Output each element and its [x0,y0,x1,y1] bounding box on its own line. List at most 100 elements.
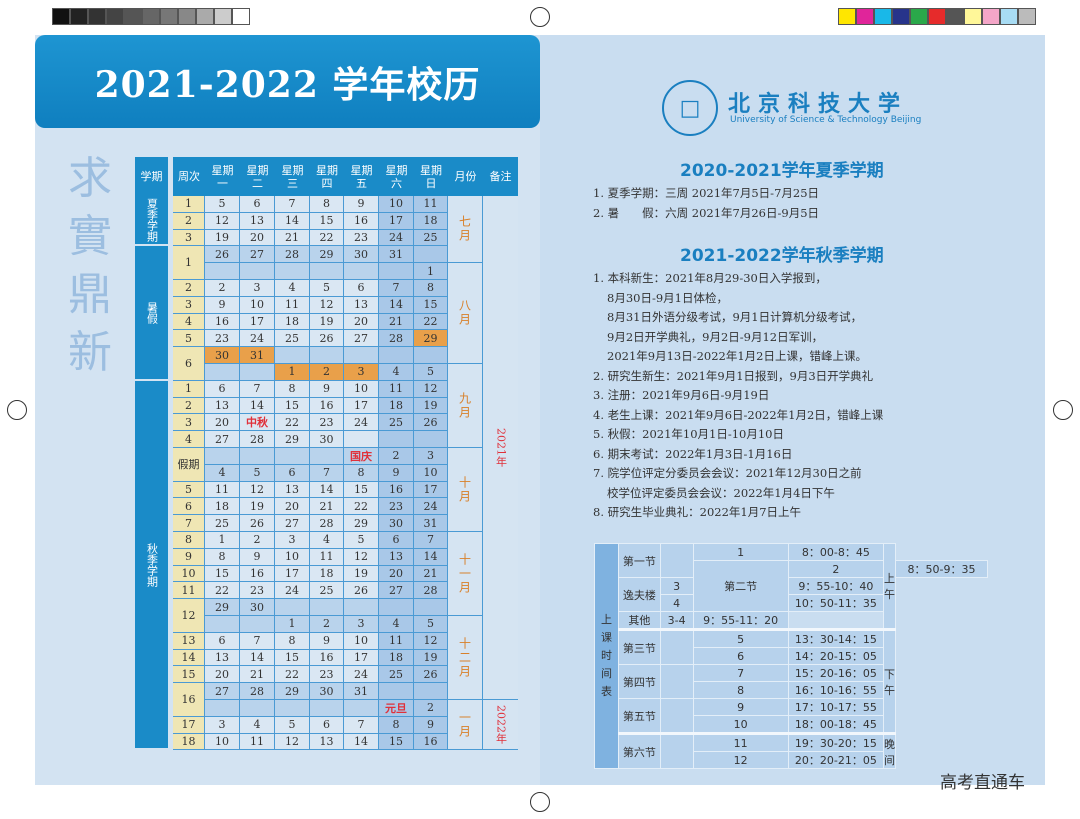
watermark: 高考直通车 [940,773,1025,793]
day-cell: 18 [275,313,310,331]
day-cell: 26 [205,246,240,264]
day-cell: 4 [310,532,344,549]
week-number: 5 [173,330,205,348]
day-cell: 8 [379,716,414,734]
day-cell [344,347,379,364]
day-cell: 13 [379,548,414,566]
day-cell [310,347,344,364]
day-cell [310,448,344,465]
day-cell: 6 [275,464,310,482]
day-cell: 5 [275,716,310,734]
university-logo-icon: □ [662,80,718,136]
day-cell [240,616,275,633]
day-part: 上午 [882,543,896,630]
day-cell [344,700,379,717]
header-month: 月份 [448,157,483,196]
day-cell: 20 [240,229,275,247]
day-cell: 9 [310,380,344,398]
week-number: 14 [173,649,205,667]
day-cell: 5 [414,364,448,381]
day-cell [240,700,275,717]
day-cell: 5 [310,280,344,297]
day-cell: 17 [344,649,379,667]
day-cell: 5 [205,196,240,213]
list-item: 8月31日外语分级考试，9月1日计算机分级考试， [607,310,863,324]
day-cell: 3 [275,532,310,549]
day-cell [275,700,310,717]
header-day: 星期 一 [205,157,240,196]
day-cell [310,599,344,616]
day-cell: 8 [414,280,448,297]
day-cell: 16 [310,649,344,667]
day-cell [275,448,310,465]
day-cell: 14 [310,481,344,499]
day-cell: 22 [414,313,448,331]
day-cell: 14 [275,212,310,230]
day-cell: 6 [205,380,240,398]
month-label: 一月 [448,700,483,751]
section-label: 第五节 [618,698,661,734]
period-number: 3 [659,577,694,595]
month-label: 十二月 [448,616,483,700]
day-cell: 7 [344,716,379,734]
day-cell: 7 [240,632,275,650]
day-cell: 9 [414,716,448,734]
class-schedule-table: 上 课 时 间 表第一节 1 8：00-8：45 上午 第二节 2 8：50-9：35 逸夫楼… [593,543,989,769]
day-cell: 31 [379,246,414,264]
period-time: 8：00-8：45 [787,543,884,561]
day-cell: 26 [240,515,275,532]
day-cell: 11 [379,380,414,398]
day-cell: 9 [310,632,344,650]
list-item: 9月2日开学典礼，9月2日-9月12日军训， [607,329,824,344]
building-label: 其他 [618,611,661,630]
day-cell: 25 [379,666,414,684]
week-number: 9 [173,548,205,566]
week-number: 13 [173,632,205,650]
period-time: 19：30-20：15 [787,732,884,752]
week-number: 2 [173,212,205,230]
day-cell: 1 [275,364,310,381]
period-time: 8：50-9：35 [894,560,989,578]
day-cell: 20 [379,565,414,583]
day-cell: 14 [414,548,448,566]
day-cell: 28 [310,515,344,532]
day-cell: 13 [275,481,310,499]
day-cell [205,263,240,280]
day-cell [240,448,275,465]
day-cell: 6 [310,716,344,734]
week-number: 18 [173,733,205,751]
day-cell: 8 [310,196,344,213]
day-cell: 6 [205,632,240,650]
day-cell [379,599,414,616]
color-bar [838,8,1036,29]
period-time: 17：10-17：55 [787,698,884,716]
period-time: 18：00-18：45 [787,715,884,734]
autumn-term-title: 2021-2022学年秋季学期 [680,246,884,266]
day-cell: 4 [379,364,414,381]
list-item: 6. 期末考试：2022年1月3日-1月16日 [593,446,793,461]
day-cell: 11 [275,296,310,314]
list-item: 3. 注册：2021年9月6日-9月19日 [593,388,770,402]
term-label: 暑假 [135,246,168,381]
day-cell: 6 [240,196,275,213]
day-part: 晚间 [882,732,896,769]
day-cell: 1 [205,532,240,549]
university-name-cn: 北京科技大学 [728,91,909,117]
day-cell: 23 [240,582,275,600]
day-cell: 13 [240,212,275,230]
day-cell: 8 [205,548,240,566]
day-cell: 15 [344,481,379,499]
day-cell: 4 [240,716,275,734]
day-cell: 19 [310,313,344,331]
day-cell: 18 [205,498,240,516]
day-cell: 10 [344,632,379,650]
day-cell: 19 [240,498,275,516]
year-remark: 2021年 [483,196,518,700]
list-item: 1. 夏季学期：三周 2021年7月5日-7月25日 [593,186,820,200]
week-number: 16 [173,683,205,717]
day-cell: 12 [310,296,344,314]
day-cell: 15 [310,212,344,230]
day-cell: 16 [310,397,344,415]
day-cell: 26 [310,330,344,348]
day-cell: 17 [379,212,414,230]
